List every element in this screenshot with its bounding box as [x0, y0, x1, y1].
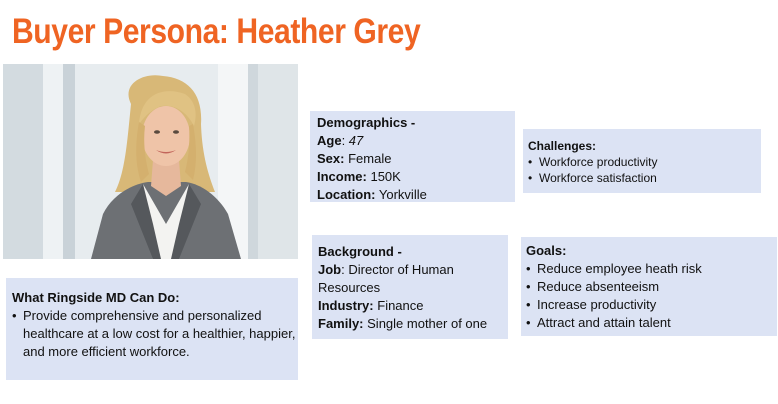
demographics-box: Demographics - Age: 47 Sex: Female Incom…: [310, 111, 515, 202]
income-row: Income: 150K: [317, 168, 515, 186]
ringside-box: What Ringside MD Can Do: Provide compreh…: [6, 278, 298, 380]
ringside-heading: What Ringside MD Can Do:: [12, 290, 180, 305]
goal-item: Attract and attain talent: [526, 314, 777, 332]
challenges-list: Workforce productivity Workforce satisfa…: [528, 154, 761, 186]
income-label: Income:: [317, 169, 367, 184]
industry-row: Industry: Finance: [318, 297, 508, 315]
family-value: Single mother of one: [367, 316, 488, 331]
goals-heading: Goals:: [526, 243, 567, 258]
challenge-item: Workforce satisfaction: [528, 170, 761, 186]
job-label: Job: [318, 262, 342, 277]
challenges-box: Challenges: Workforce productivity Workf…: [523, 129, 761, 193]
job-row: Job: Director of Human Resources: [318, 262, 454, 295]
location-row: Location: Yorkville: [317, 186, 515, 204]
sex-value: Female: [348, 151, 392, 166]
age-value: 47: [348, 133, 364, 148]
income-value: 150K: [370, 169, 401, 184]
ringside-item: Provide comprehensive and personalized h…: [12, 307, 298, 361]
goals-box: Goals: Reduce employee heath risk Reduce…: [521, 237, 777, 336]
demographics-heading: Demographics -: [317, 115, 416, 130]
sex-label: Sex:: [317, 151, 345, 166]
location-value: Yorkville: [378, 187, 427, 202]
family-row: Family: Single mother of one: [318, 315, 508, 333]
ringside-list: Provide comprehensive and personalized h…: [12, 307, 298, 361]
challenges-heading: Challenges:: [528, 139, 597, 153]
age-label: Age: [317, 133, 342, 148]
family-label: Family:: [318, 316, 364, 331]
persona-photo: [3, 64, 298, 259]
challenge-item: Workforce productivity: [528, 154, 761, 170]
goal-item: Increase productivity: [526, 296, 777, 314]
background-heading: Background -: [318, 244, 402, 259]
age-row: Age: 47: [317, 133, 364, 148]
goal-item: Reduce employee heath risk: [526, 260, 777, 278]
location-label: Location:: [317, 187, 376, 202]
industry-label: Industry:: [318, 298, 374, 313]
goal-item: Reduce absenteeism: [526, 278, 777, 296]
industry-value: Finance: [377, 298, 424, 313]
page-title: Buyer Persona: Heather Grey: [12, 12, 421, 51]
job-value: Director of Human Resources: [318, 262, 454, 295]
background-box: Background - Job: Director of Human Reso…: [312, 235, 508, 339]
goals-list: Reduce employee heath risk Reduce absent…: [526, 260, 777, 332]
sex-row: Sex: Female: [317, 150, 515, 168]
